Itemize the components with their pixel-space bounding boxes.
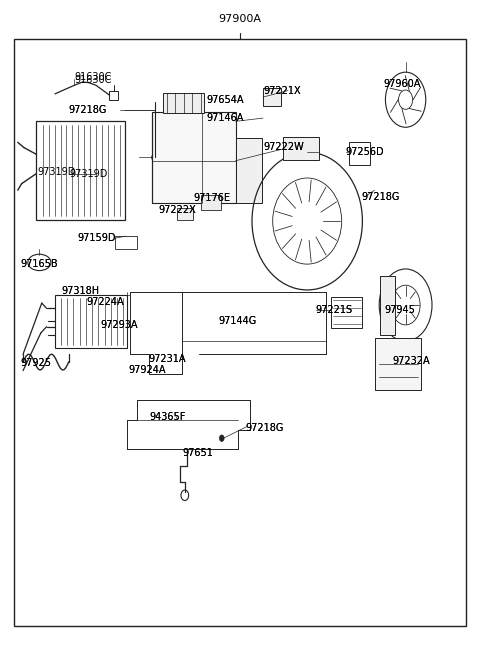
Text: 97232A: 97232A: [393, 356, 430, 367]
Text: 97222X: 97222X: [158, 205, 196, 215]
Text: 97925: 97925: [20, 358, 51, 368]
Text: 97165B: 97165B: [20, 258, 58, 269]
Text: 97654A: 97654A: [206, 95, 244, 106]
Circle shape: [391, 285, 420, 325]
Text: 97319D: 97319D: [70, 169, 108, 179]
Text: 97319D: 97319D: [37, 167, 76, 177]
Bar: [36, 121, 125, 220]
Text: 97159D: 97159D: [78, 233, 116, 243]
Text: 97654A: 97654A: [206, 95, 244, 106]
Text: 91630C: 91630C: [74, 75, 112, 85]
Text: 97222X: 97222X: [158, 205, 196, 215]
Text: 97222W: 97222W: [263, 142, 304, 152]
Bar: [109, 91, 118, 100]
Text: 97924A: 97924A: [129, 365, 166, 375]
Text: 97925: 97925: [20, 358, 51, 368]
Bar: [14, 39, 466, 626]
Text: 97293A: 97293A: [101, 319, 138, 330]
Text: 97159D: 97159D: [78, 233, 116, 243]
Text: 97221S: 97221S: [316, 305, 353, 316]
Bar: [331, 297, 362, 328]
Text: 97144G: 97144G: [218, 316, 257, 327]
Text: 97945: 97945: [384, 305, 415, 316]
Text: 97221X: 97221X: [263, 85, 300, 96]
Circle shape: [152, 154, 157, 161]
Text: 97231A: 97231A: [149, 354, 186, 365]
Text: 97293A: 97293A: [101, 319, 138, 330]
Text: 97221S: 97221S: [316, 305, 353, 316]
Bar: [152, 112, 236, 203]
Text: 97960A: 97960A: [383, 79, 420, 89]
Text: 97218G: 97218G: [246, 422, 284, 433]
Text: 97318H: 97318H: [61, 285, 99, 296]
Text: 97144G: 97144G: [218, 316, 257, 327]
Text: 97146A: 97146A: [206, 113, 244, 123]
Text: 97945: 97945: [384, 305, 415, 316]
Bar: [115, 236, 137, 249]
Bar: [349, 142, 370, 165]
Text: 97231A: 97231A: [149, 354, 186, 365]
Circle shape: [379, 269, 432, 341]
Text: 97218G: 97218G: [361, 192, 399, 202]
Text: 97256D: 97256D: [346, 147, 384, 157]
Text: 97165B: 97165B: [20, 258, 58, 269]
Text: 94365F: 94365F: [150, 411, 186, 422]
Text: 97224A: 97224A: [86, 297, 124, 307]
Text: 94365F: 94365F: [150, 411, 186, 422]
Text: 97900A: 97900A: [218, 14, 262, 24]
Text: 97221X: 97221X: [263, 85, 300, 96]
Bar: [55, 295, 127, 348]
Bar: [283, 137, 319, 160]
Text: 97218G: 97218G: [361, 192, 399, 202]
Text: 97218G: 97218G: [68, 104, 107, 115]
Circle shape: [385, 72, 426, 127]
Bar: [163, 93, 204, 113]
Text: 97146A: 97146A: [206, 113, 244, 123]
Text: 97651: 97651: [182, 447, 213, 458]
Text: 97218G: 97218G: [246, 422, 284, 433]
Text: 97176E: 97176E: [193, 193, 230, 203]
Bar: [236, 138, 262, 203]
Circle shape: [398, 90, 413, 110]
Text: 97176E: 97176E: [193, 193, 230, 203]
Text: 97222W: 97222W: [263, 142, 304, 152]
Bar: [201, 195, 221, 210]
Text: 97256D: 97256D: [346, 147, 384, 157]
Text: 91630C: 91630C: [74, 72, 112, 83]
Bar: [380, 276, 395, 335]
Text: 97960A: 97960A: [383, 79, 420, 89]
Text: 97318H: 97318H: [61, 285, 99, 296]
Bar: [263, 88, 281, 106]
Text: 97924A: 97924A: [129, 365, 166, 375]
Bar: [177, 208, 193, 220]
Text: 97224A: 97224A: [86, 297, 124, 307]
Circle shape: [219, 435, 224, 441]
Text: 97232A: 97232A: [393, 356, 430, 367]
Text: 97218G: 97218G: [68, 104, 107, 115]
Bar: [375, 338, 421, 390]
Text: 97651: 97651: [182, 447, 213, 458]
